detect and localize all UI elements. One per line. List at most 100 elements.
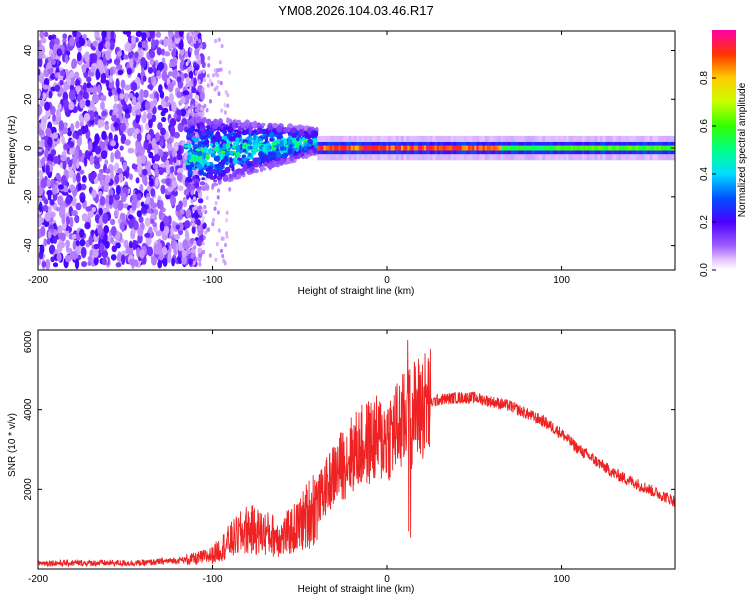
spectrogram-cell (210, 82, 214, 87)
spectrogram-cell (120, 192, 127, 203)
spectrogram-y-axis: -40 -20 0 20 40 (23, 45, 675, 253)
spectrogram-cell (145, 31, 150, 39)
spectrogram-cell (55, 116, 60, 124)
snr-x-label: Height of straight line (km) (298, 584, 415, 595)
spectrogram-cell (501, 145, 505, 151)
spectrogram-cell (348, 145, 352, 151)
spectrogram-x-axis: -200 -100 0 100 (28, 31, 570, 286)
spectrogram-cell (497, 145, 500, 151)
spectrogram-cell (312, 130, 319, 138)
spectrogram-cell (514, 145, 517, 151)
spectrogram-cell (86, 76, 92, 83)
spectrogram-cell (384, 145, 387, 151)
spectrogram-cell (147, 83, 154, 90)
spectrogram-cell (201, 177, 205, 181)
spectrogram-cell (98, 190, 103, 198)
spectrogram-cell (70, 79, 76, 86)
x-tick-label: -100 (203, 574, 223, 585)
spectrogram-cell (57, 184, 64, 190)
spectrogram-cell (176, 76, 182, 83)
snr-line (38, 339, 675, 568)
spectrogram-cell (115, 242, 121, 249)
spectrogram-cell (158, 252, 164, 261)
spectrogram-cell (125, 244, 130, 255)
spectrogram-cell (223, 126, 228, 130)
spectrogram-cell (357, 145, 360, 151)
spectrogram-cell (110, 226, 117, 237)
spectrogram-cell (81, 213, 88, 222)
spectrogram-cell (38, 228, 42, 240)
spectrogram-cell (248, 161, 254, 165)
spectrogram-cell (136, 132, 142, 142)
spectrogram-cell (202, 249, 206, 255)
spectrogram-cell (217, 188, 221, 193)
spectrogram-cell (104, 240, 110, 249)
spectrogram-cell (140, 206, 147, 214)
spectrogram-cell (188, 109, 192, 114)
spectrogram-cell (115, 184, 121, 195)
spectrogram-cell (116, 50, 122, 57)
spectrogram-cell (56, 241, 63, 253)
spectrogram-cell (350, 145, 354, 151)
spectrogram-cell (206, 161, 210, 167)
spectrogram-cell (247, 152, 252, 157)
spectrogram-cell (71, 209, 78, 217)
spectrogram-cell (250, 165, 255, 171)
spectrogram-cell (191, 66, 195, 72)
spectrogram-cell (92, 84, 98, 96)
spectrogram-cell (222, 143, 227, 151)
spectrogram-cell (252, 157, 258, 165)
spectrogram-cell (426, 145, 429, 151)
spectrogram-cell (99, 242, 105, 254)
spectrogram-cell (239, 122, 243, 126)
spectrogram-cell (217, 228, 221, 233)
spectrogram-cell (171, 101, 177, 113)
spectrogram-cell (92, 248, 99, 258)
spectrogram-cell (168, 92, 174, 104)
spectrogram-cell (210, 169, 216, 173)
spectrogram-cell (75, 161, 80, 169)
spectrogram-cell (76, 130, 83, 136)
spectrogram-cell (209, 128, 217, 132)
spectrogram-cell (38, 44, 45, 56)
spectrogram-cell (258, 150, 265, 158)
spectrogram-cell (227, 140, 232, 145)
spectrogram-cell (177, 185, 184, 192)
spectrogram-cell (516, 145, 519, 151)
spectrogram-cell (175, 243, 180, 252)
spectrogram-cell (139, 249, 145, 259)
spectrogram-cell (629, 145, 632, 151)
spectrogram-cell (46, 189, 53, 197)
spectrogram-cell (203, 146, 208, 153)
spectrogram-cell (199, 121, 205, 129)
spectrogram-cell (231, 122, 236, 127)
spectrogram-cell (558, 145, 561, 151)
spectrogram-cell (195, 218, 201, 226)
spectrogram-cell (44, 148, 49, 158)
spectrogram-cell (50, 179, 55, 188)
spectrogram-cell (156, 47, 162, 56)
spectrogram-cell (480, 145, 484, 151)
spectrogram-cell (187, 121, 193, 126)
spectrogram-cell (185, 76, 190, 84)
spectrogram-cell (188, 88, 192, 93)
spectrogram-cell (484, 145, 488, 151)
spectrogram-cell (142, 111, 147, 122)
spectrogram-cell (342, 145, 345, 151)
spectrogram-cell (46, 238, 51, 245)
colorbar-tick-label: 0.8 (699, 71, 710, 85)
spectrogram-cell (105, 194, 110, 204)
spectrogram-cell (189, 178, 193, 183)
spectrogram-cell (317, 145, 320, 151)
spectrogram-cell (451, 145, 454, 151)
spectrogram-cell (101, 31, 107, 39)
spectrogram-cell (208, 253, 212, 258)
spectrogram-cell (185, 209, 192, 219)
spectrogram-cell (122, 116, 129, 125)
spectrogram-cell (524, 145, 528, 151)
x-tick-label: 100 (553, 574, 570, 585)
spectrogram-cell (93, 159, 100, 166)
spectrogram-cell (338, 145, 341, 151)
spectrogram-cell (186, 154, 192, 161)
spectrogram-cell (170, 195, 176, 206)
